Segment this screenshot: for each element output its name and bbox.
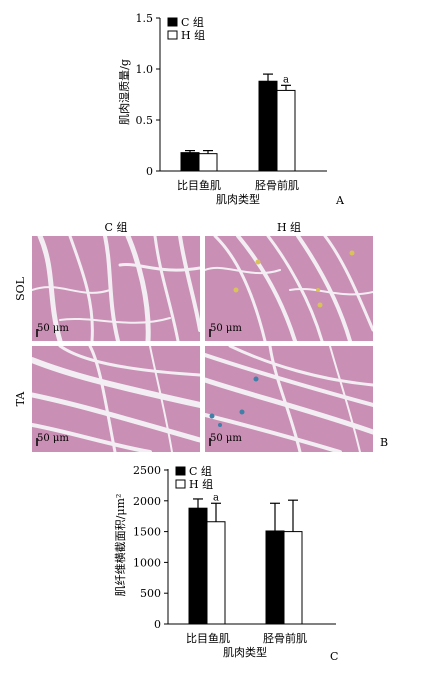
chart-y-tick-label: 1.5 [136, 12, 154, 25]
bar-c-1 [265, 530, 285, 625]
chart-y-tick-label: 0 [154, 618, 161, 631]
chart-y-tick-label: 1000 [133, 556, 161, 569]
chart-y-tick-label: 500 [140, 587, 161, 600]
micrograph-sol-c [32, 236, 200, 341]
chart-c-ylabel: 肌纤维横截面积/μm² [113, 494, 127, 597]
chart-a: 0 0.5 1.0 1.5 a C 组 H 组 比目鱼肌 胫骨前肌 肌肉类型 肌肉湿质… [118, 12, 345, 207]
chart-y-tick-label: 1.0 [136, 63, 154, 76]
legend-swatch-c [175, 466, 186, 476]
bar-c-0 [188, 507, 208, 625]
bar-h-0 [206, 521, 226, 625]
histology-col-c: C 组 [105, 220, 128, 234]
chart-a-ylabel: 肌肉湿质量/g [118, 59, 131, 125]
bar-c-1 [258, 80, 278, 172]
panel-label-a: A [335, 194, 345, 207]
legend-label-c: C 组 [189, 464, 212, 478]
panel-label-c: C [330, 650, 338, 663]
scale-bars: 50 μm 50 μm 50 μm 50 μm [36, 323, 242, 446]
bar-h-1 [283, 531, 303, 625]
significance-mark: a [283, 74, 289, 85]
legend-label-c: C 组 [181, 15, 204, 29]
micrograph-ta-c [32, 346, 200, 452]
micrograph-sol-h [205, 236, 373, 341]
chart-c: 0 500 1000 1500 2000 2500 a C 组 H 组 比目鱼肌 胫骨前肌… [113, 464, 338, 663]
chart-y-tick-label: 0 [146, 165, 153, 178]
legend-swatch-h [167, 30, 178, 40]
chart-c-category-0: 比目鱼肌 [186, 631, 230, 645]
histology-col-h: H 组 [277, 220, 301, 234]
bar-h-0 [198, 153, 218, 172]
legend-swatch-h [175, 479, 186, 489]
chart-a-category-1: 胫骨前肌 [255, 178, 299, 192]
scale-bar-label: 50 μm [37, 433, 69, 444]
scale-bar-label: 50 μm [210, 323, 242, 334]
chart-y-tick-label: 1500 [133, 526, 161, 539]
chart-y-tick-label: 2500 [133, 464, 161, 477]
bar-c-0 [180, 152, 200, 172]
chart-c-xlabel: 肌肉类型 [223, 645, 267, 659]
chart-a-category-0: 比目鱼肌 [177, 178, 221, 192]
histology-row-ta: TA [14, 391, 27, 407]
bar-h-1 [276, 89, 296, 172]
chart-c-category-1: 胫骨前肌 [263, 631, 307, 645]
micrograph-ta-h [205, 346, 373, 452]
legend-label-h: H 组 [189, 477, 213, 491]
significance-mark: a [213, 492, 219, 503]
chart-y-tick-label: 2000 [133, 495, 161, 508]
legend-label-h: H 组 [181, 28, 205, 42]
panel-label-b: B [380, 436, 388, 449]
histology-row-sol: SOL [14, 276, 27, 301]
legend-swatch-c [167, 17, 178, 27]
scale-bar-label: 50 μm [37, 323, 69, 334]
chart-a-xlabel: 肌肉类型 [216, 192, 260, 206]
scale-bar-label: 50 μm [210, 433, 242, 444]
chart-y-tick-label: 0.5 [136, 114, 154, 127]
